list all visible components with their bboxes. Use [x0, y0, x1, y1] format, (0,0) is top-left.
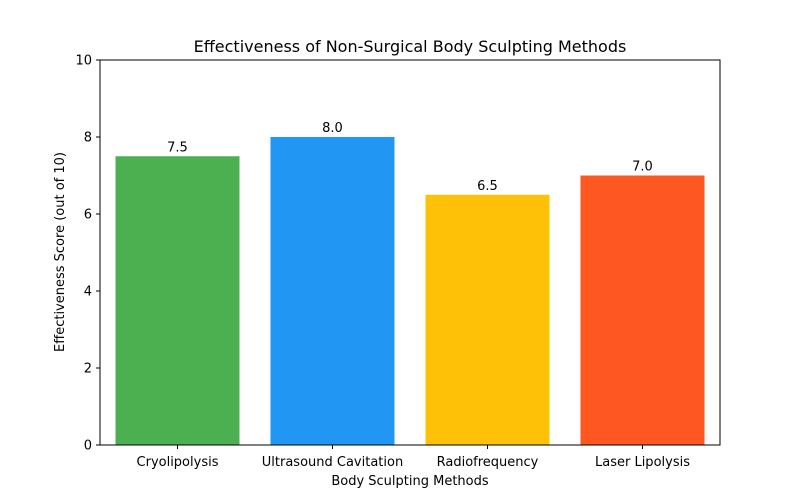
- y-tick-label: 10: [75, 54, 92, 69]
- y-axis-label: Effectiveness Score (out of 10): [53, 152, 68, 352]
- y-tick-label: 4: [84, 285, 92, 300]
- bar: [580, 175, 705, 445]
- bar: [270, 137, 395, 445]
- data-label: 7.0: [632, 160, 653, 175]
- data-label: 7.5: [167, 140, 188, 155]
- y-tick-label: 0: [84, 439, 92, 454]
- data-label: 8.0: [322, 121, 343, 136]
- bar: [115, 156, 240, 445]
- plot-frame: [99, 59, 721, 446]
- x-tick-label: Laser Lipolysis: [595, 455, 690, 470]
- y-tick-label: 6: [84, 208, 92, 223]
- x-tick-label: Ultrasound Cavitation: [262, 455, 403, 470]
- y-tick-label: 2: [84, 362, 92, 377]
- y-tick-label: 8: [84, 131, 92, 146]
- bar: [425, 194, 550, 445]
- chart-title: Effectiveness of Non-Surgical Body Sculp…: [194, 37, 627, 56]
- plot-area: 7.5 Cryolipolysis 8.0 Ultrasound Cavitation…: [75, 54, 721, 470]
- x-tick-label: Cryolipolysis: [137, 455, 219, 470]
- x-axis-label: Body Sculpting Methods: [331, 474, 489, 489]
- x-tick-label: Radiofrequency: [437, 455, 539, 470]
- data-label: 6.5: [477, 179, 498, 194]
